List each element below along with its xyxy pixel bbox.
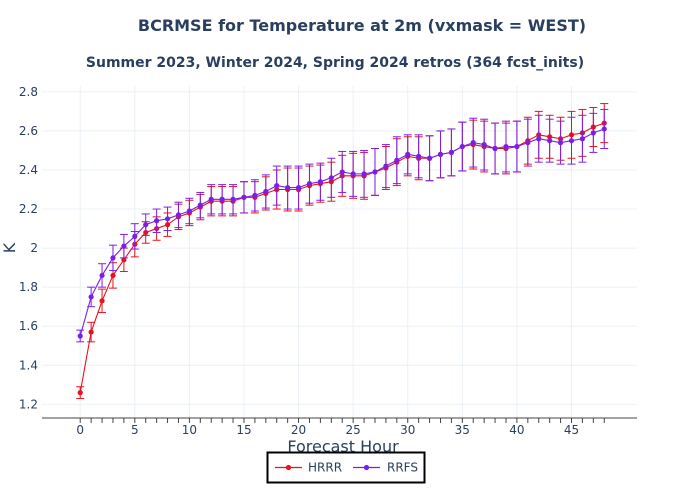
- data-point-rrfs: [99, 272, 105, 279]
- data-point-rrfs: [219, 196, 225, 202]
- data-point-hrrr: [88, 329, 94, 335]
- data-point-rrfs: [339, 169, 345, 175]
- data-point-rrfs: [230, 196, 236, 202]
- y-tick-label: 1.6: [19, 319, 38, 333]
- data-point-rrfs: [208, 196, 214, 202]
- data-point-rrfs: [601, 126, 607, 132]
- y-tick-label: 2.2: [19, 202, 38, 216]
- chart-subtitle: Summer 2023, Winter 2024, Spring 2024 re…: [86, 55, 584, 71]
- data-point-rrfs: [470, 140, 476, 146]
- series-hrrr: [76, 103, 609, 399]
- y-axis-label: K: [0, 242, 19, 253]
- legend-label-rrfs: RRFS: [387, 461, 418, 475]
- data-point-rrfs: [295, 184, 302, 191]
- data-point-rrfs: [405, 151, 411, 157]
- data-point-rrfs: [437, 151, 444, 157]
- data-point-rrfs: [110, 255, 116, 261]
- data-point-rrfs: [175, 212, 182, 218]
- data-point-rrfs: [197, 202, 203, 208]
- x-tick-label: 35: [455, 423, 470, 437]
- x-tick-label: 40: [509, 423, 524, 437]
- legend-marker-rrfs: [363, 464, 370, 471]
- y-tick-label: 2.6: [19, 124, 38, 138]
- data-point-hrrr: [77, 390, 83, 396]
- grid: [42, 86, 637, 418]
- data-point-rrfs: [241, 194, 247, 200]
- data-point-rrfs: [383, 163, 389, 169]
- y-tick-label: 1.8: [19, 280, 38, 294]
- data-point-rrfs: [568, 138, 575, 144]
- data-point-rrfs: [492, 145, 498, 152]
- y-axis: 1.2 1.4 1.6 1.8 2 2.2 2.4 2.6 2.8: [19, 85, 38, 411]
- data-point-rrfs: [306, 181, 313, 187]
- data-point-rrfs: [186, 208, 192, 214]
- data-point-rrfs: [263, 188, 269, 195]
- data-point-rrfs: [274, 183, 280, 189]
- data-point-rrfs: [448, 149, 455, 155]
- data-point-rrfs: [426, 155, 433, 161]
- data-point-rrfs: [252, 192, 258, 198]
- legend-label-hrrr: HRRR: [308, 461, 342, 475]
- data-point-rrfs: [394, 157, 400, 163]
- y-tick-label: 1.4: [19, 358, 38, 372]
- x-tick-label: 30: [400, 423, 415, 437]
- plot-area: [76, 103, 609, 399]
- data-point-rrfs: [143, 222, 149, 228]
- data-point-rrfs: [557, 140, 564, 146]
- data-point-rrfs: [503, 143, 509, 150]
- legend-marker-hrrr: [285, 464, 292, 471]
- y-tick-label: 2.4: [19, 163, 38, 177]
- x-axis: 0 5 10 15 20 25 30 35 40 45: [42, 417, 637, 437]
- x-tick-label: 25: [346, 423, 361, 437]
- x-tick-label: 15: [236, 423, 251, 437]
- data-point-rrfs: [416, 153, 422, 159]
- chart-title: BCRMSE for Temperature at 2m (vxmask = W…: [138, 16, 586, 35]
- data-point-rrfs: [154, 218, 160, 224]
- y-tick-label: 2: [30, 241, 38, 255]
- x-axis-label: Forecast Hour: [287, 437, 399, 456]
- data-point-rrfs: [132, 233, 138, 239]
- data-point-rrfs: [121, 243, 127, 249]
- data-point-rrfs: [164, 216, 171, 222]
- data-point-rrfs: [361, 171, 367, 177]
- data-point-rrfs: [579, 136, 586, 142]
- y-tick-label: 2.8: [19, 85, 38, 99]
- data-point-rrfs: [372, 169, 378, 175]
- data-point-rrfs: [317, 179, 323, 185]
- data-point-rrfs: [590, 130, 596, 136]
- data-point-rrfs: [459, 143, 465, 150]
- legend: HRRR RRFS: [266, 451, 426, 484]
- data-point-rrfs: [514, 143, 520, 150]
- x-tick-label: 20: [291, 423, 306, 437]
- data-point-rrfs: [525, 140, 531, 146]
- data-point-rrfs: [328, 175, 334, 181]
- data-point-rrfs: [481, 141, 487, 148]
- data-point-rrfs: [350, 171, 356, 177]
- data-point-rrfs: [285, 184, 291, 191]
- x-tick-label: 5: [131, 423, 139, 437]
- series-rrfs: [76, 108, 609, 343]
- data-point-rrfs: [547, 138, 553, 144]
- x-tick-label: 0: [76, 423, 84, 437]
- data-point-rrfs: [536, 136, 542, 142]
- data-point-hrrr: [110, 272, 116, 279]
- y-tick-label: 1.2: [19, 397, 38, 411]
- x-tick-label: 45: [564, 423, 579, 437]
- x-tick-label: 10: [182, 423, 197, 437]
- data-point-rrfs: [88, 294, 94, 300]
- data-point-hrrr: [99, 298, 105, 304]
- data-point-rrfs: [77, 333, 83, 339]
- data-point-hrrr: [121, 257, 127, 263]
